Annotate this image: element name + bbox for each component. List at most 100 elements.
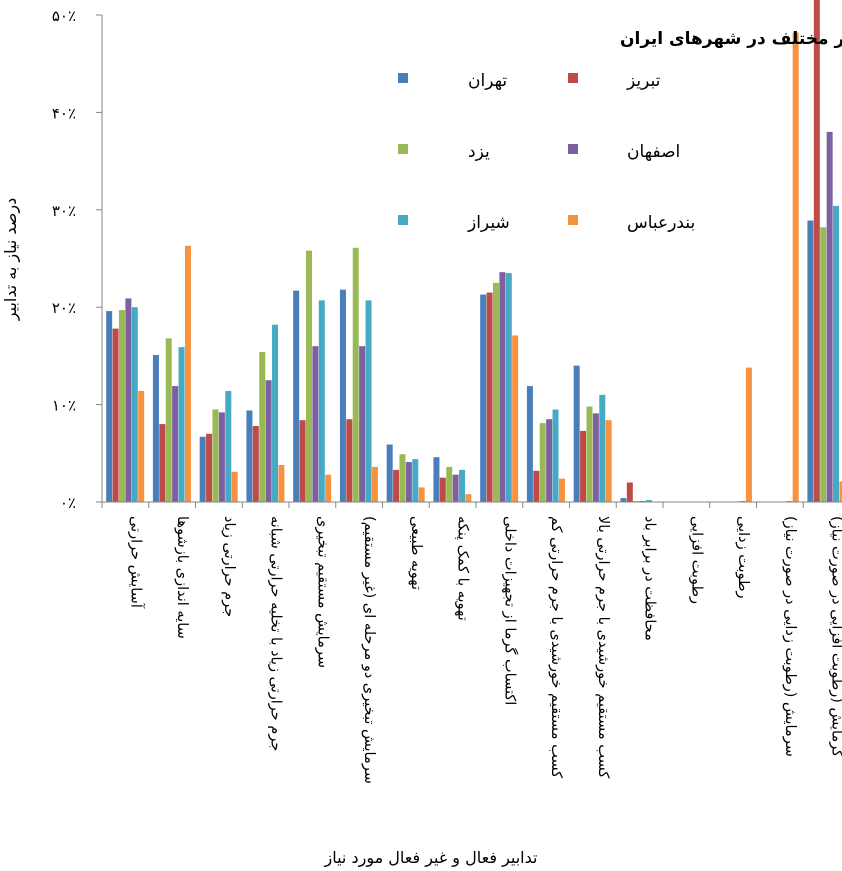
bar-series-0-cat-0 — [106, 311, 113, 502]
bar-series-0-cat-15 — [807, 220, 814, 502]
bar-series-1-cat-9 — [533, 470, 540, 502]
bar-series-4-cat-0 — [131, 307, 138, 502]
bar-series-2-cat-8 — [492, 282, 499, 502]
x-tick-label: اکتساب گرما از تجهیزات داخلی — [501, 516, 518, 705]
x-tick-label: تهویه طبیعی — [408, 516, 424, 590]
bar-series-5-cat-15 — [839, 481, 842, 502]
bar-series-1-cat-7 — [439, 477, 446, 502]
bar-series-2-cat-10 — [586, 406, 593, 502]
bar-series-4-cat-4 — [318, 300, 325, 502]
legend-label-2: یزد — [468, 142, 490, 162]
chart-title: مقایسه تدابیر مختلف در شهرهای ایران — [620, 29, 842, 49]
bar-series-5-cat-9 — [558, 478, 565, 502]
x-tick-label: جرم حرارتی زیاد — [221, 516, 237, 617]
bar-series-5-cat-10 — [605, 420, 612, 502]
y-axis-title: درصد نیاز به تدابیر — [1, 198, 21, 321]
bar-series-4-cat-8 — [505, 273, 512, 502]
legend-label-4: شیراز — [467, 213, 510, 233]
bar-series-4-cat-7 — [459, 469, 466, 502]
bar-series-5-cat-6 — [418, 487, 425, 502]
x-tick-label: سایه اندازی بازشوها — [174, 516, 190, 639]
x-tick-label: سرمایش تبخیری دو مرحله ای (غیر مستقیم) — [361, 516, 377, 784]
bar-series-1-cat-11 — [626, 482, 633, 502]
bar-series-2-cat-2 — [212, 409, 219, 502]
bars-group — [106, 0, 842, 502]
bar-series-0-cat-3 — [246, 410, 253, 502]
x-tick-label: کسب مستقیم خورشیدی با جرم حرارتی کم — [548, 516, 564, 778]
bar-series-3-cat-2 — [218, 412, 225, 502]
axes-group — [101, 15, 842, 503]
bar-series-1-cat-3 — [252, 426, 259, 502]
legend: تهران تبریز یزد اصفهان شیراز بندرعباس — [398, 71, 695, 233]
bar-series-5-cat-2 — [231, 471, 238, 502]
x-ticks-group: آسایش حرارتی سایه اندازی بازشوها جرم حرارت… — [101, 502, 842, 784]
bar-series-4-cat-15 — [833, 205, 840, 502]
bar-series-2-cat-5 — [352, 247, 359, 502]
legend-swatch-4 — [398, 215, 408, 225]
bar-series-3-cat-3 — [265, 380, 272, 502]
bar-series-1-cat-8 — [486, 292, 493, 502]
x-tick-label: سرمایش مستقیم تبخیری — [314, 516, 330, 668]
bar-series-0-cat-2 — [199, 436, 206, 502]
bar-series-5-cat-7 — [465, 494, 472, 502]
bar-series-2-cat-4 — [305, 250, 312, 502]
y-tick-label: ۵۰٪ — [52, 7, 76, 25]
bar-series-3-cat-8 — [499, 272, 506, 502]
bar-series-4-cat-10 — [599, 394, 606, 502]
bar-series-3-cat-5 — [359, 346, 366, 502]
x-tick-label: تهویه با کمک پنکه — [455, 516, 471, 621]
bar-series-3-cat-6 — [405, 462, 412, 502]
bar-series-3-cat-0 — [125, 298, 132, 502]
bar-series-3-cat-15 — [826, 131, 833, 502]
bar-series-5-cat-14 — [792, 32, 799, 502]
bar-series-3-cat-1 — [172, 386, 179, 502]
bar-series-2-cat-7 — [446, 466, 453, 502]
y-tick-label: ۲۰٪ — [52, 299, 76, 317]
bar-series-4-cat-9 — [552, 409, 559, 502]
bar-series-1-cat-4 — [299, 420, 306, 502]
bar-series-2-cat-6 — [399, 454, 406, 502]
legend-label-5: بندرعباس — [627, 213, 695, 233]
x-tick-label: کسب مستقیم خورشیدی با جرم حرارتی بالا — [595, 516, 611, 778]
bar-series-0-cat-4 — [293, 290, 300, 502]
bar-series-0-cat-7 — [433, 457, 440, 502]
x-tick-label: سرمایش (رطوبت زدایی در صورت نیاز) — [782, 516, 798, 757]
bar-series-1-cat-5 — [346, 419, 353, 502]
y-tick-label: ۳۰٪ — [52, 202, 76, 220]
bar-series-5-cat-4 — [325, 474, 332, 502]
legend-label-1: تبریز — [626, 71, 661, 91]
x-tick-label: آسایش حرارتی — [127, 516, 145, 609]
y-tick-label: ۴۰٪ — [52, 104, 76, 122]
legend-label-3: اصفهان — [627, 142, 680, 162]
x-tick-label: جرم حرارتی زیاد با تخلیه حرارتی شبانه — [268, 516, 284, 751]
x-axis-title: تدابیر فعال و غیر فعال مورد نیاز — [324, 848, 538, 868]
bar-series-5-cat-3 — [278, 464, 285, 502]
bar-series-1-cat-6 — [393, 469, 400, 502]
legend-swatch-1 — [568, 73, 578, 83]
legend-swatch-5 — [568, 215, 578, 225]
bar-series-3-cat-7 — [452, 474, 459, 502]
legend-label-0: تهران — [468, 71, 507, 91]
legend-swatch-3 — [568, 144, 578, 154]
bar-series-0-cat-5 — [339, 289, 346, 502]
bar-series-5-cat-8 — [512, 335, 519, 502]
bar-series-0-cat-10 — [573, 365, 580, 502]
legend-swatch-2 — [398, 144, 408, 154]
bar-series-2-cat-9 — [539, 423, 546, 502]
bar-series-0-cat-6 — [386, 444, 393, 502]
bar-series-2-cat-1 — [165, 338, 172, 502]
x-tick-label: رطوبت زدایی — [735, 516, 751, 599]
bar-series-3-cat-9 — [546, 419, 553, 502]
bar-series-2-cat-15 — [820, 227, 827, 502]
x-tick-label: رطوبت افزایی — [688, 516, 704, 604]
bar-series-0-cat-9 — [526, 386, 533, 502]
bar-series-0-cat-11 — [620, 498, 627, 502]
bar-series-1-cat-2 — [206, 433, 213, 502]
bar-series-4-cat-3 — [272, 324, 279, 502]
bar-series-4-cat-11 — [646, 500, 653, 502]
legend-swatch-0 — [398, 73, 408, 83]
y-ticks-group: ۰٪ ۱۰٪ ۲۰٪ ۳۰٪ ۴۰٪ ۵۰٪ — [52, 7, 102, 512]
x-tick-label: محافظت در برابر باد — [642, 516, 658, 641]
bar-series-1-cat-15 — [813, 0, 820, 502]
